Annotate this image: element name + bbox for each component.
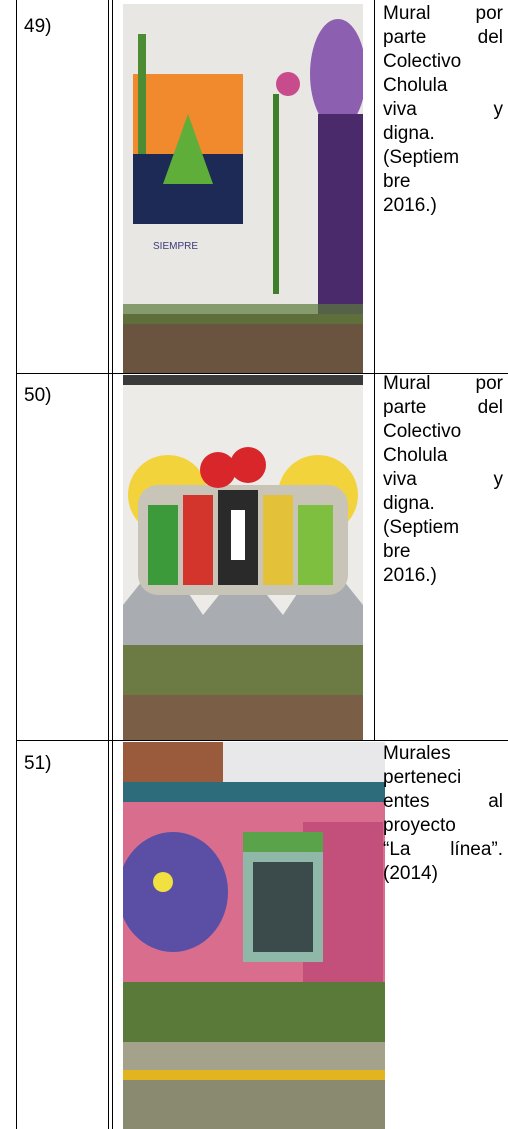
caption-line: parte del	[383, 397, 503, 418]
mural-photo	[123, 742, 385, 1129]
caption-line: 2016.)	[383, 195, 437, 216]
table-border	[108, 0, 109, 1129]
caption-line: Cholula	[383, 75, 448, 96]
table-border	[16, 740, 508, 741]
caption-line: viva y	[383, 99, 503, 120]
caption-line: perteneci	[383, 767, 462, 788]
caption-line: Colectivo	[383, 421, 462, 442]
caption-line: (Septiem	[383, 147, 460, 168]
caption-line: “La línea”.	[383, 839, 503, 860]
table-border	[112, 0, 113, 1129]
mural-photo: SIEMPRE	[123, 4, 363, 373]
caption: Mural por parte del Colectivo Cholula viva y…	[383, 372, 503, 588]
caption-line: bre	[383, 541, 411, 562]
caption-line: Cholula	[383, 445, 448, 466]
caption-line: viva y	[383, 469, 503, 490]
caption-line: digna.	[383, 123, 435, 144]
table-border	[374, 0, 375, 740]
svg-text:SIEMPRE: SIEMPRE	[153, 241, 198, 252]
mural-photo	[123, 375, 363, 740]
caption-line: digna.	[383, 493, 435, 514]
caption: Mural por parte del Colectivo Cholula viva y…	[383, 2, 503, 218]
caption-line: Mural por	[383, 3, 503, 24]
caption-line: Mural por	[383, 373, 503, 394]
caption-line: proyecto	[383, 815, 456, 836]
row-number: 49)	[24, 16, 52, 37]
caption-line: Colectivo	[383, 51, 462, 72]
caption-line: (2014)	[383, 863, 438, 884]
row-number: 50)	[24, 385, 52, 406]
table-border	[16, 0, 17, 1129]
caption-line: Murales	[383, 743, 451, 764]
caption: Murales perteneci entes al proyecto “La líne…	[383, 742, 503, 886]
table-border	[16, 373, 508, 374]
caption-line: entes al	[383, 791, 503, 812]
caption-line: bre	[383, 171, 411, 192]
caption-line: (Septiem	[383, 517, 460, 538]
caption-line: parte del	[383, 27, 503, 48]
row-number: 51)	[24, 753, 52, 774]
caption-line: 2016.)	[383, 565, 437, 586]
